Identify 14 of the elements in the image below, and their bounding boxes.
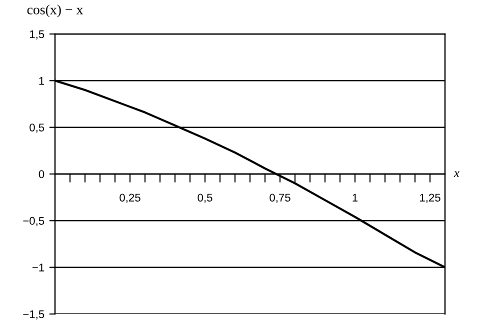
x-tick-label: 0,75 bbox=[270, 194, 290, 203]
y-tick-label: 0 bbox=[38, 170, 44, 178]
x-tick-label: 0,25 bbox=[120, 194, 140, 203]
y-axis-title: cos(x) − x bbox=[27, 4, 84, 18]
x-tick-label: 0,5 bbox=[198, 194, 212, 203]
y-tick-label: 1,5 bbox=[30, 30, 44, 40]
x-axis-title: x bbox=[454, 171, 460, 178]
y-tick-label: −1,5 bbox=[23, 310, 44, 320]
y-tick-label: 1 bbox=[39, 77, 44, 85]
y-tick-label: 0,5 bbox=[30, 124, 44, 133]
x-tick-label: 1 bbox=[352, 194, 358, 202]
y-tick-label: −1 bbox=[32, 264, 44, 272]
x-tick-label: 1,25 bbox=[420, 194, 440, 203]
y-tick-label: −0,5 bbox=[23, 216, 44, 226]
